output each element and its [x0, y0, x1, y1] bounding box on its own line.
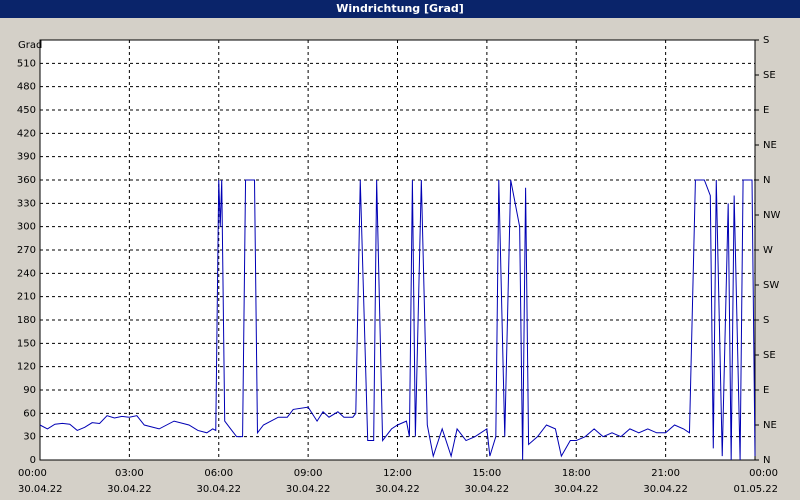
y-tick-label: 120 — [17, 362, 36, 373]
y-tick-label: 150 — [17, 338, 36, 349]
x-tick-date: 30.04.22 — [465, 484, 510, 495]
y-tick-label: 510 — [17, 58, 36, 69]
x-tick-date: 30.04.22 — [196, 484, 241, 495]
y-tick-label: 330 — [17, 198, 36, 209]
y2-tick-label: SE — [763, 350, 776, 361]
y-tick-label: 30 — [23, 432, 36, 443]
x-tick-date: 30.04.22 — [107, 484, 152, 495]
series-line — [39, 179, 756, 461]
x-tick-label: 09:00 — [294, 468, 323, 479]
x-tick-label: 00:00 — [18, 468, 47, 479]
chart-title: Windrichtung [Grad] — [336, 2, 464, 15]
y-tick-label: 0 — [30, 455, 36, 466]
y-tick-label: 360 — [17, 175, 36, 186]
x-tick-date: 30.04.22 — [643, 484, 688, 495]
y2-tick-label: NE — [763, 420, 777, 431]
x-tick-label: 12:00 — [383, 468, 412, 479]
y2-tick-label: N — [763, 175, 770, 186]
x-tick-date: 30.04.22 — [286, 484, 331, 495]
y2-tick-label: N — [763, 455, 770, 466]
y-tick-label: 60 — [23, 408, 36, 419]
y-tick-label: 390 — [17, 152, 36, 163]
x-tick-date: 30.04.22 — [375, 484, 420, 495]
y-tick-label: 420 — [17, 128, 36, 139]
y2-tick-label: SE — [763, 70, 776, 81]
y-tick-label: 480 — [17, 82, 36, 93]
y-tick-label: 300 — [17, 222, 36, 233]
y-tick-label: 240 — [17, 268, 36, 279]
x-tick-date: 01.05.22 — [733, 484, 778, 495]
y2-tick-label: S — [763, 315, 769, 326]
y2-tick-label: NW — [763, 210, 780, 221]
y-tick-label: 450 — [17, 105, 36, 116]
y-tick-label: 90 — [23, 385, 36, 396]
y2-tick-label: S — [763, 35, 769, 46]
y2-tick-label: SW — [763, 280, 779, 291]
x-tick-label: 15:00 — [472, 468, 501, 479]
x-tick-label: 18:00 — [562, 468, 591, 479]
y2-tick-label: E — [763, 385, 769, 396]
x-tick-label: 06:00 — [204, 468, 233, 479]
y-tick-label: 180 — [17, 315, 36, 326]
title-bar — [0, 0, 800, 18]
x-tick-label: 03:00 — [115, 468, 144, 479]
y-axis-label: Grad — [18, 40, 42, 51]
y2-tick-label: W — [763, 245, 773, 256]
x-tick-date: 30.04.22 — [18, 484, 63, 495]
x-tick-label: 00:00 — [749, 468, 778, 479]
y-tick-label: 210 — [17, 292, 36, 303]
y-tick-label: 270 — [17, 245, 36, 256]
x-tick-label: 21:00 — [651, 468, 680, 479]
y2-tick-label: NE — [763, 140, 777, 151]
y2-tick-label: E — [763, 105, 769, 116]
x-tick-date: 30.04.22 — [554, 484, 599, 495]
